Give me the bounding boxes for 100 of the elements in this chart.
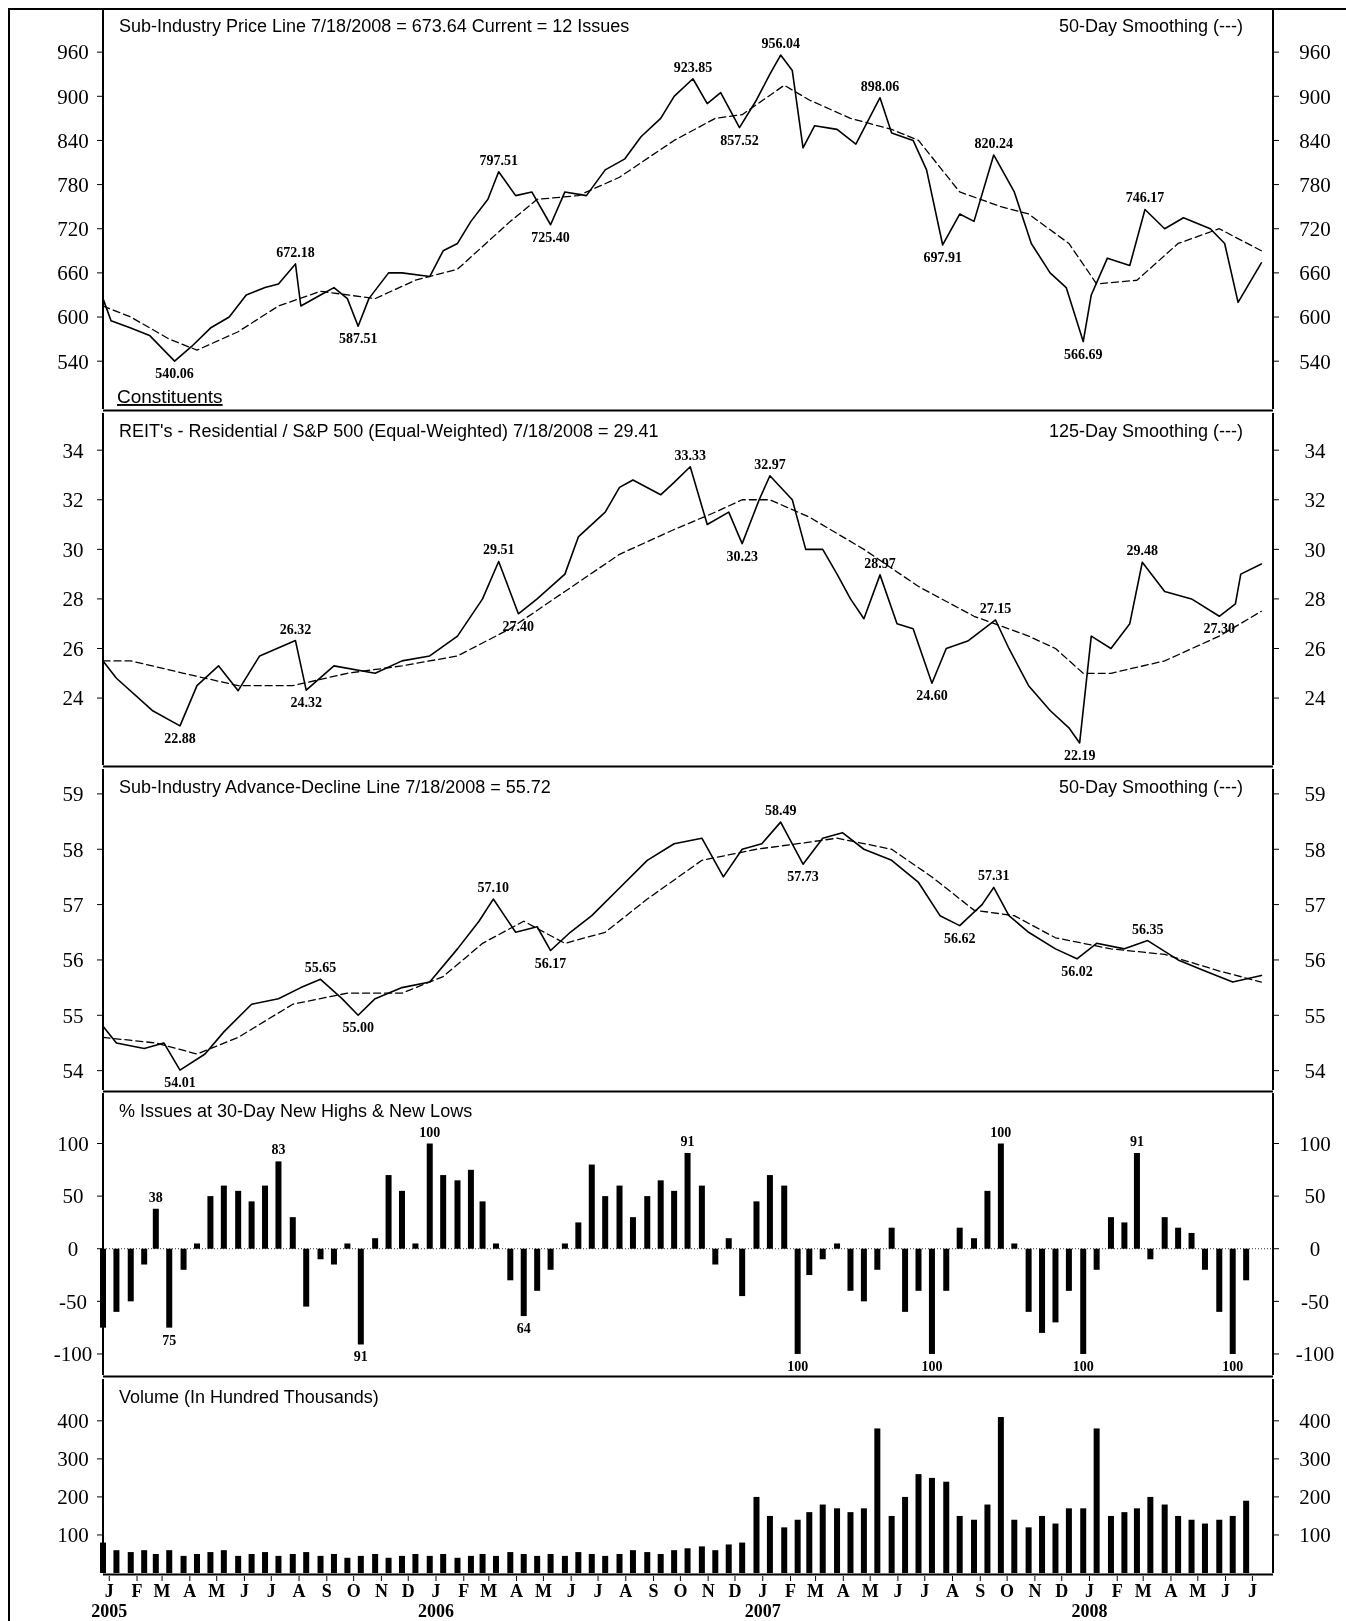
x-tick-label: F	[1111, 1581, 1123, 1601]
x-tick-label: F	[458, 1581, 470, 1601]
annotation: 91	[1129, 1133, 1144, 1149]
text: REIT's - Residential / S&P 500 (Equal-Weighted) 7/18/2008 = 29.41	[119, 421, 659, 441]
annotation: 566.69	[1063, 346, 1103, 362]
x-tick-label: S	[648, 1581, 659, 1601]
annotation: 91	[353, 1349, 368, 1365]
annotation: 27.40	[502, 618, 535, 634]
annotation: 58.49	[764, 803, 797, 819]
annotation: 55.65	[304, 960, 337, 976]
chart-title: % Issues at 30-Day New Highs & New Lows	[119, 1101, 473, 1121]
x-tick-label: J	[239, 1581, 249, 1601]
x-tick-label: A	[619, 1581, 633, 1601]
x-tick-label: J 2005	[91, 1581, 128, 1621]
annotation: 32.97	[754, 456, 786, 472]
annotation: 30.23	[726, 548, 758, 564]
x-tick-label: J 2006	[418, 1581, 455, 1621]
annotation: 898.06	[860, 78, 900, 94]
y-tick-label: 58	[62, 837, 84, 862]
y2-tick-label: 24	[1304, 686, 1326, 711]
annotation: 57.31	[977, 868, 1010, 884]
annotation: 33.33	[674, 447, 706, 463]
y-tick-label: 900	[57, 84, 89, 109]
annotation: 22.88	[164, 730, 196, 746]
x-tick-label: M	[861, 1581, 879, 1601]
annotation: 38	[148, 1189, 163, 1205]
y-tick-label: 57	[62, 892, 84, 917]
annotation: 83	[271, 1142, 286, 1158]
text: Volume (In Hundred Thousands)	[119, 1387, 379, 1407]
annotation: Constituents	[117, 386, 223, 407]
annotation: 27.15	[979, 600, 1012, 616]
y-tick-label: 100	[57, 1131, 89, 1156]
annotation: 100	[419, 1124, 441, 1140]
y-tick-label: 26	[62, 636, 84, 661]
y2-tick-label: 30	[1304, 537, 1326, 562]
x-tick-label: A	[183, 1581, 197, 1601]
annotation: 24.60	[916, 688, 948, 704]
y-tick-label: 50	[62, 1184, 84, 1209]
chart-subtitle: 50-Day Smoothing (---)	[1058, 777, 1243, 797]
y2-tick-label: -50	[1301, 1289, 1329, 1314]
y-tick-label: 960	[57, 40, 89, 65]
x-tick-label: M	[1189, 1581, 1207, 1601]
annotation: 100	[787, 1358, 809, 1374]
y2-tick-label: 58	[1304, 837, 1326, 862]
x-tick-label: O	[346, 1581, 361, 1601]
y2-tick-label: 55	[1304, 1003, 1326, 1028]
annotation: 587.51	[338, 331, 378, 347]
annotation: 797.51	[479, 152, 518, 168]
x-tick-label: O	[673, 1581, 688, 1601]
x-tick-label: N	[1028, 1581, 1042, 1601]
y2-tick-label: 100	[1299, 1131, 1331, 1156]
y2-tick-label: 300	[1299, 1447, 1331, 1472]
y2-tick-label: 540	[1299, 349, 1331, 374]
x-tick-label: M	[480, 1581, 498, 1601]
annotation: 22.19	[1063, 747, 1096, 763]
x-tick-label: O	[1000, 1581, 1015, 1601]
annotation: 746.17	[1125, 190, 1165, 206]
y-tick-label: 600	[57, 305, 89, 330]
annotation: 26.32	[279, 621, 312, 637]
y2-tick-label: 200	[1299, 1485, 1331, 1510]
annotation: 725.40	[531, 229, 570, 245]
annotation: 64	[516, 1321, 531, 1337]
x-tick-label: D	[401, 1581, 415, 1601]
y-tick-label: 720	[57, 217, 89, 242]
y-tick-label: 30	[62, 537, 84, 562]
annotation: 27.30	[1203, 621, 1236, 637]
x-tick-label: N	[701, 1581, 715, 1601]
x-tick-label: M	[208, 1581, 226, 1601]
annotation: 91	[680, 1133, 695, 1149]
annotation: 100	[1222, 1358, 1244, 1374]
x-tick-label: M	[153, 1581, 171, 1601]
annotation: 56.35	[1131, 921, 1164, 937]
annotation: 28.97	[864, 555, 896, 571]
annotation: 55.00	[342, 1020, 374, 1036]
annotation: 57.10	[477, 880, 510, 896]
x-tick-label: S	[321, 1581, 332, 1601]
x-tick-label: A	[946, 1581, 960, 1601]
y2-tick-label: 56	[1304, 948, 1326, 973]
y-tick-label: 56	[62, 948, 84, 973]
annotation: 29.48	[1126, 543, 1159, 559]
annotation: 56.02	[1061, 963, 1093, 979]
y-tick-label: 780	[57, 172, 89, 197]
y2-tick-label: 59	[1304, 782, 1326, 807]
y-tick-label: -50	[59, 1289, 87, 1314]
x-tick-label: F	[785, 1581, 796, 1601]
annotation: 672.18	[276, 244, 315, 260]
x-tick-label: A	[1164, 1581, 1178, 1601]
y-tick-label: 0	[67, 1237, 79, 1262]
y-tick-label: 660	[57, 261, 89, 286]
annotation: 100	[1072, 1358, 1094, 1374]
x-tick-label: J	[266, 1581, 276, 1601]
annotation: 540.06	[155, 366, 194, 382]
annotation: 56.62	[943, 930, 976, 946]
x-tick-label: J	[920, 1581, 930, 1601]
y2-tick-label: 900	[1299, 84, 1331, 109]
x-tick-label: J 2008	[1071, 1581, 1108, 1621]
y2-tick-label: 26	[1304, 636, 1326, 661]
x-tick-label: J	[1247, 1581, 1257, 1601]
y2-tick-label: 0	[1309, 1237, 1321, 1262]
x-tick-label: J	[566, 1581, 576, 1601]
